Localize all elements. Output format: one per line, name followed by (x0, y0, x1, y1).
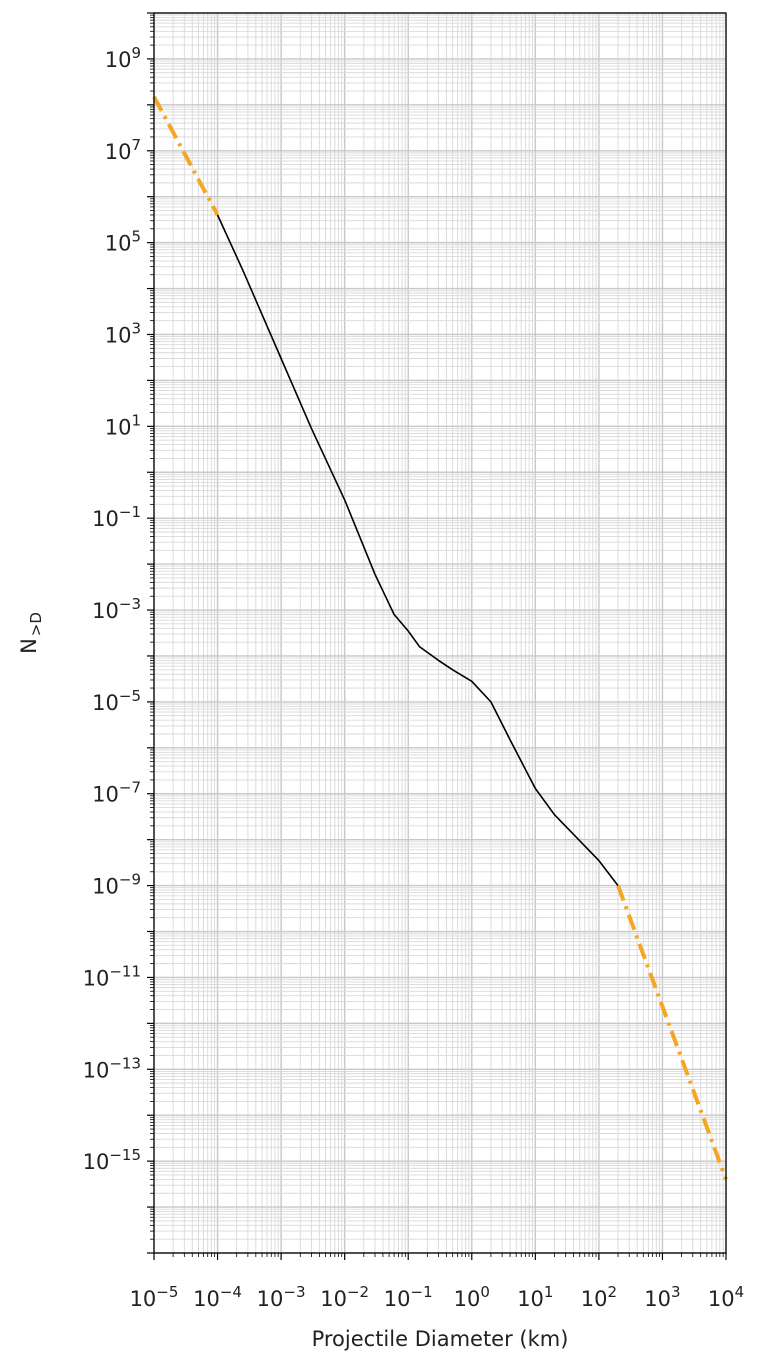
x-tick-label: 10−4 (193, 1283, 242, 1311)
x-tick-label: 103 (644, 1283, 680, 1311)
y-tick-label: 10−13 (83, 1054, 141, 1082)
x-tick-label: 10−1 (384, 1283, 433, 1311)
y-tick-label: 10−5 (92, 687, 141, 715)
x-tick-label: 10−5 (130, 1283, 179, 1311)
x-tick-label: 10−3 (257, 1283, 306, 1311)
y-tick-label: 10−15 (83, 1146, 141, 1174)
series-line-measured (216, 214, 619, 887)
series-layer (152, 95, 728, 1181)
x-axis-label: Projectile Diameter (km) (312, 1327, 569, 1351)
svg-text:N>D: N >D (17, 612, 45, 654)
y-tick-label: 10−1 (92, 503, 141, 531)
y-tick-label: 103 (105, 319, 141, 347)
y-tick-label: 109 (105, 44, 141, 72)
plot-frame (153, 12, 727, 1254)
grid-layer (153, 12, 727, 1254)
tick-layer: 10−5 10−4 10−3 10−2 10−1 100 101 102 103 104 109 10… (83, 12, 744, 1311)
x-tick-label: 104 (708, 1283, 744, 1311)
series-line-extrapolation-small (152, 95, 220, 216)
x-tick-label: 101 (517, 1283, 553, 1311)
y-tick-label: 10−3 (92, 595, 141, 623)
y-tick-label: 10−7 (92, 779, 141, 807)
series-line-extrapolation-large (616, 884, 728, 1181)
y-axis-label: N >D (17, 612, 45, 654)
x-tick-label: 100 (454, 1283, 490, 1311)
x-tick-label: 102 (581, 1283, 617, 1311)
y-tick-label: 107 (105, 136, 141, 164)
y-tick-label: 10−9 (92, 871, 141, 899)
y-tick-label: 101 (105, 411, 141, 439)
x-tick-label: 10−2 (320, 1283, 369, 1311)
y-tick-label: 105 (105, 228, 141, 256)
y-axis-label-main: N (17, 638, 41, 654)
y-tick-label: 10−11 (83, 962, 141, 990)
y-axis-label-sub: >D (27, 612, 45, 636)
